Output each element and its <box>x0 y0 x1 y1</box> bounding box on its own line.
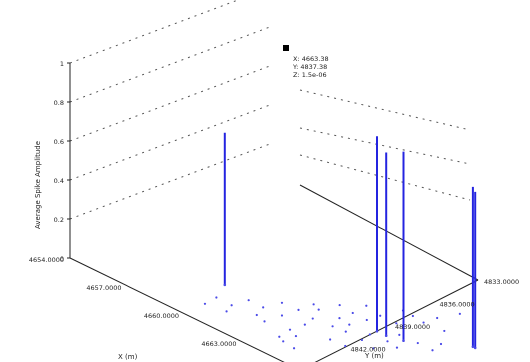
ground-marker <box>458 312 461 315</box>
stem-base-marker <box>384 334 388 338</box>
z-gridline <box>69 0 240 64</box>
y-tick-label: 4842.0000 <box>351 346 386 354</box>
ground-markers <box>203 296 461 352</box>
ground-marker <box>262 306 265 309</box>
stem-base-marker <box>402 339 405 343</box>
axes <box>67 62 479 362</box>
ground-marker <box>439 342 443 346</box>
ground-marker <box>263 320 266 323</box>
data-tip-line-1: X: 4663.38 <box>293 55 329 63</box>
data-tip: X: 4663.38 Y: 4837.38 Z: 1.5e-06 <box>283 45 329 79</box>
ground-marker <box>225 310 228 313</box>
x-tick-label: 4660.0000 <box>144 312 179 320</box>
ground-marker <box>431 349 434 352</box>
ground-marker <box>338 303 341 307</box>
ground-marker <box>215 296 218 299</box>
z-gridline <box>69 64 273 142</box>
z-gridline <box>69 142 273 220</box>
back-gridline <box>299 89 471 131</box>
ground-marker <box>297 308 300 311</box>
data-tip-line-3: Z: 1.5e-06 <box>293 71 327 79</box>
ground-marker <box>422 321 425 324</box>
ground-marker <box>386 340 389 343</box>
z-tick-label: 0.8 <box>54 99 64 107</box>
ground-marker <box>348 323 351 326</box>
z-gridline <box>69 103 273 181</box>
stem-base-marker <box>473 346 477 350</box>
ground-marker <box>344 344 347 348</box>
z-axis-label: Average Spike Amplitude <box>34 141 42 229</box>
ground-marker <box>360 338 364 342</box>
stem-base-marker <box>375 329 379 333</box>
z-tick-label: 0.2 <box>54 216 64 224</box>
data-tip-marker <box>283 45 289 51</box>
ground-marker <box>203 302 207 305</box>
z-gridline <box>69 25 273 103</box>
z-tick-label: 0.4 <box>54 177 64 185</box>
stem-base-marker <box>471 345 475 349</box>
ground-marker <box>282 340 285 343</box>
z-tick-label: 0 <box>60 255 64 263</box>
y-axis-label: Y (m) <box>364 352 384 360</box>
ground-marker <box>230 304 233 307</box>
ground-marker <box>317 308 320 311</box>
labels: Average Spike Amplitude X (m) Y (m) 0 0.2… <box>29 60 519 361</box>
ground-marker <box>255 313 258 317</box>
stem-base-marker <box>223 283 227 287</box>
ground-marker <box>368 333 371 336</box>
ground-marker <box>280 301 284 304</box>
x-axis-label: X (m) <box>118 353 138 361</box>
ground-marker <box>288 328 292 331</box>
ground-marker <box>398 333 401 336</box>
y-tick-label: 4839.0000 <box>395 323 430 331</box>
ground-marker <box>294 334 298 338</box>
y-tick-label: 4836.0000 <box>440 301 475 309</box>
stems <box>223 132 477 350</box>
grid-lines <box>69 0 471 220</box>
ground-marker <box>351 311 354 315</box>
x-tick-label: 4657.0000 <box>86 284 121 292</box>
data-tip-line-2: Y: 4837.38 <box>292 63 327 71</box>
z-tick-label: 0.6 <box>54 138 64 146</box>
ground-marker <box>411 314 414 318</box>
ground-marker <box>303 323 306 326</box>
z-tick-label: 1 <box>60 60 64 68</box>
ground-marker <box>247 299 250 302</box>
ground-marker <box>344 330 347 333</box>
ground-marker <box>338 316 341 320</box>
ground-marker <box>416 341 419 345</box>
back-gridline <box>299 154 471 201</box>
ground-marker <box>379 314 382 317</box>
ground-marker <box>443 329 446 333</box>
ground-marker <box>365 304 368 307</box>
ground-marker <box>280 314 284 317</box>
x-tick-label: 4654.0000 <box>29 256 64 264</box>
ground-marker <box>312 303 315 306</box>
ground-marker <box>395 346 399 349</box>
back-gridline <box>299 127 471 165</box>
ground-marker <box>292 347 296 350</box>
y-axis-line <box>314 279 479 362</box>
ground-marker <box>278 335 281 338</box>
x-tick-label: 4663.0000 <box>201 340 236 348</box>
y-tick-label: 4833.0000 <box>484 278 519 286</box>
ground-marker <box>395 322 398 325</box>
back-floor-edge <box>299 184 479 281</box>
ground-marker <box>329 338 332 341</box>
ground-marker <box>372 347 375 350</box>
ground-marker <box>436 316 439 320</box>
ground-marker <box>311 317 314 320</box>
ground-marker <box>365 318 368 322</box>
ground-marker <box>331 325 334 328</box>
x-axis-line <box>69 257 285 362</box>
